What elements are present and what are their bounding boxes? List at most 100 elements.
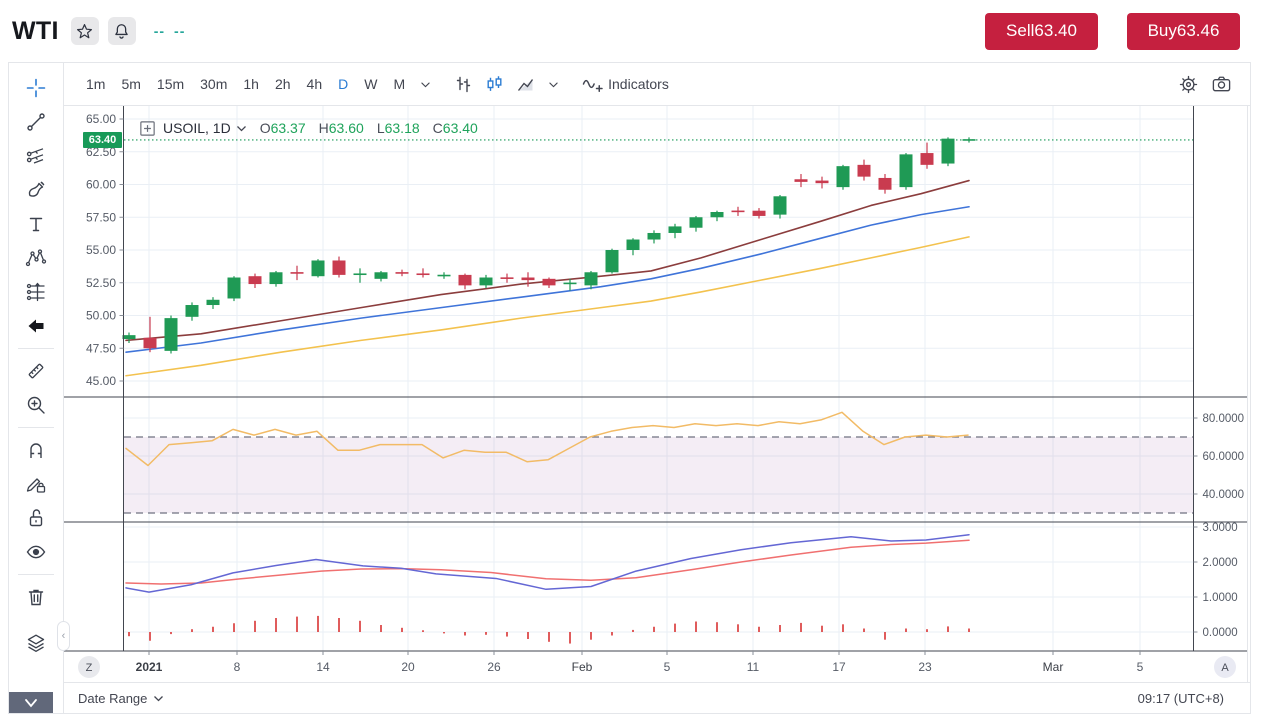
legend-open: O63.37 <box>260 120 306 136</box>
open-value: 63.37 <box>270 120 306 136</box>
arrow-left-icon <box>28 319 44 333</box>
auto-scale-badge[interactable]: A <box>1214 656 1236 678</box>
timeframe-button-1m[interactable]: 1m <box>78 72 113 96</box>
toolbar-divider <box>18 574 54 575</box>
svg-text:55.00: 55.00 <box>86 243 116 257</box>
gear-icon <box>1179 75 1198 93</box>
layers-icon <box>27 634 45 652</box>
indicators-button[interactable]: Indicators <box>576 72 675 97</box>
trend-line-tool-button[interactable] <box>18 105 54 139</box>
timeframe-button-1h[interactable]: 1h <box>235 72 267 96</box>
brush-tool-button[interactable] <box>18 173 54 207</box>
timezone-badge-label: Z <box>86 662 93 674</box>
timeframe-button-W[interactable]: W <box>356 72 385 96</box>
drawing-lock-tool-button[interactable] <box>18 467 54 501</box>
svg-text:26: 26 <box>487 660 501 674</box>
chevron-down-icon[interactable] <box>236 124 247 133</box>
favorite-button[interactable] <box>70 17 99 45</box>
svg-text:45.00: 45.00 <box>86 374 116 388</box>
chart-toolbar: 1m 5m 15m 30m 1h 2h 4h D W M <box>64 63 1250 106</box>
ohlc-bars-icon <box>456 76 471 92</box>
svg-text:2.0000: 2.0000 <box>1203 557 1238 569</box>
chart-column: 1m 5m 15m 30m 1h 2h 4h D W M <box>64 63 1250 713</box>
chart-settings-button[interactable] <box>1172 70 1205 99</box>
chevron-down-icon <box>25 698 37 707</box>
date-range-label: Date Range <box>78 690 148 706</box>
magnet-tool-button[interactable] <box>18 433 54 467</box>
buy-price: 63.46 <box>1176 21 1220 40</box>
measure-tool-button[interactable] <box>18 354 54 388</box>
toolbar-collapse-handle[interactable]: ‹ <box>57 621 70 651</box>
timeframe-button-M[interactable]: M <box>385 72 413 96</box>
legend-symbol[interactable]: USOIL, 1D <box>163 120 231 136</box>
svg-text:60.00: 60.00 <box>86 178 116 192</box>
page-title: WTI <box>12 16 59 45</box>
header: WTI -- -- Sell63.40 Buy63.46 <box>0 0 1279 62</box>
hide-all-tool-button[interactable] <box>18 535 54 569</box>
date-range-dropdown[interactable]: Date Range <box>78 691 164 706</box>
style-more-button[interactable] <box>541 74 566 95</box>
forecast-icon <box>26 282 45 302</box>
text-tool-button[interactable] <box>18 207 54 241</box>
timeframe-button-2h[interactable]: 2h <box>267 72 299 96</box>
ma-lines-layer <box>125 179 970 377</box>
high-value: 63.60 <box>328 120 364 136</box>
svg-text:52.50: 52.50 <box>86 276 116 290</box>
chevron-down-icon <box>549 82 558 87</box>
timeframe-button-4h[interactable]: 4h <box>299 72 331 96</box>
price-chart[interactable]: 65.00 62.50 60.00 57.50 55.00 52.50 50.00 47.50… <box>64 106 1250 682</box>
macd-layer <box>125 533 970 644</box>
screenshot-button[interactable] <box>1205 70 1238 99</box>
chart-style-group <box>448 71 566 98</box>
object-tree-button[interactable] <box>18 626 54 660</box>
chart-legend: USOIL, 1D O63.37 H63.60 L63.18 C63.40 <box>138 118 478 138</box>
clock[interactable]: 09:17 (UTC+8) <box>1137 690 1224 706</box>
svg-text:2021: 2021 <box>136 660 163 674</box>
lock-all-tool-button[interactable] <box>18 501 54 535</box>
close-value: 63.40 <box>442 120 478 136</box>
pencil-lock-icon <box>26 478 46 493</box>
timeframe-button-D[interactable]: D <box>330 72 356 96</box>
svg-text:23: 23 <box>918 660 932 674</box>
sell-button[interactable]: Sell63.40 <box>985 12 1098 50</box>
rsi-layer <box>125 411 969 467</box>
timezone-badge[interactable]: Z <box>78 656 100 678</box>
timeframe-button-15m[interactable]: 15m <box>149 72 192 96</box>
open-label: O <box>259 120 271 136</box>
svg-text:60.0000: 60.0000 <box>1203 451 1245 463</box>
trash-icon <box>28 589 44 606</box>
buy-button[interactable]: Buy63.46 <box>1127 12 1240 50</box>
chart-area: 65.00 62.50 60.00 57.50 55.00 52.50 50.00 47.50… <box>64 106 1250 682</box>
timeframe-button-30m[interactable]: 30m <box>192 72 235 96</box>
svg-text:14: 14 <box>316 660 330 674</box>
timeframe-button-5m[interactable]: 5m <box>113 72 148 96</box>
alert-button[interactable] <box>107 17 136 45</box>
xabcd-pattern-icon <box>25 249 47 267</box>
zoom-in-icon <box>27 396 45 414</box>
svg-text:40.0000: 40.0000 <box>1203 489 1245 501</box>
chevron-down-icon <box>154 695 164 701</box>
candles-layer <box>122 137 976 354</box>
arrow-tool-button[interactable] <box>18 309 54 343</box>
zoom-in-tool-button[interactable] <box>18 388 54 422</box>
candle-style-button[interactable] <box>479 71 510 98</box>
svg-text:Mar: Mar <box>1043 660 1064 674</box>
toolbar-expand-button[interactable] <box>9 692 53 713</box>
current-price-label: 63.40 <box>83 132 122 148</box>
svg-text:1.0000: 1.0000 <box>1203 592 1238 604</box>
crosshair-tool-button[interactable] <box>18 71 54 105</box>
brush-icon <box>28 181 45 197</box>
bar-style-button[interactable] <box>448 71 479 98</box>
area-style-button[interactable] <box>510 71 541 98</box>
gann-fibonacci-tool-button[interactable] <box>18 139 54 173</box>
svg-text:5: 5 <box>1137 660 1144 674</box>
add-symbol-button[interactable] <box>138 120 157 136</box>
pattern-tool-button[interactable] <box>18 241 54 275</box>
legend-low: L63.18 <box>377 120 420 136</box>
forecast-tool-button[interactable] <box>18 275 54 309</box>
svg-text:5: 5 <box>664 660 671 674</box>
timeframe-more-button[interactable] <box>413 74 438 95</box>
remove-objects-button[interactable] <box>18 580 54 614</box>
toolbar-divider <box>18 427 54 428</box>
